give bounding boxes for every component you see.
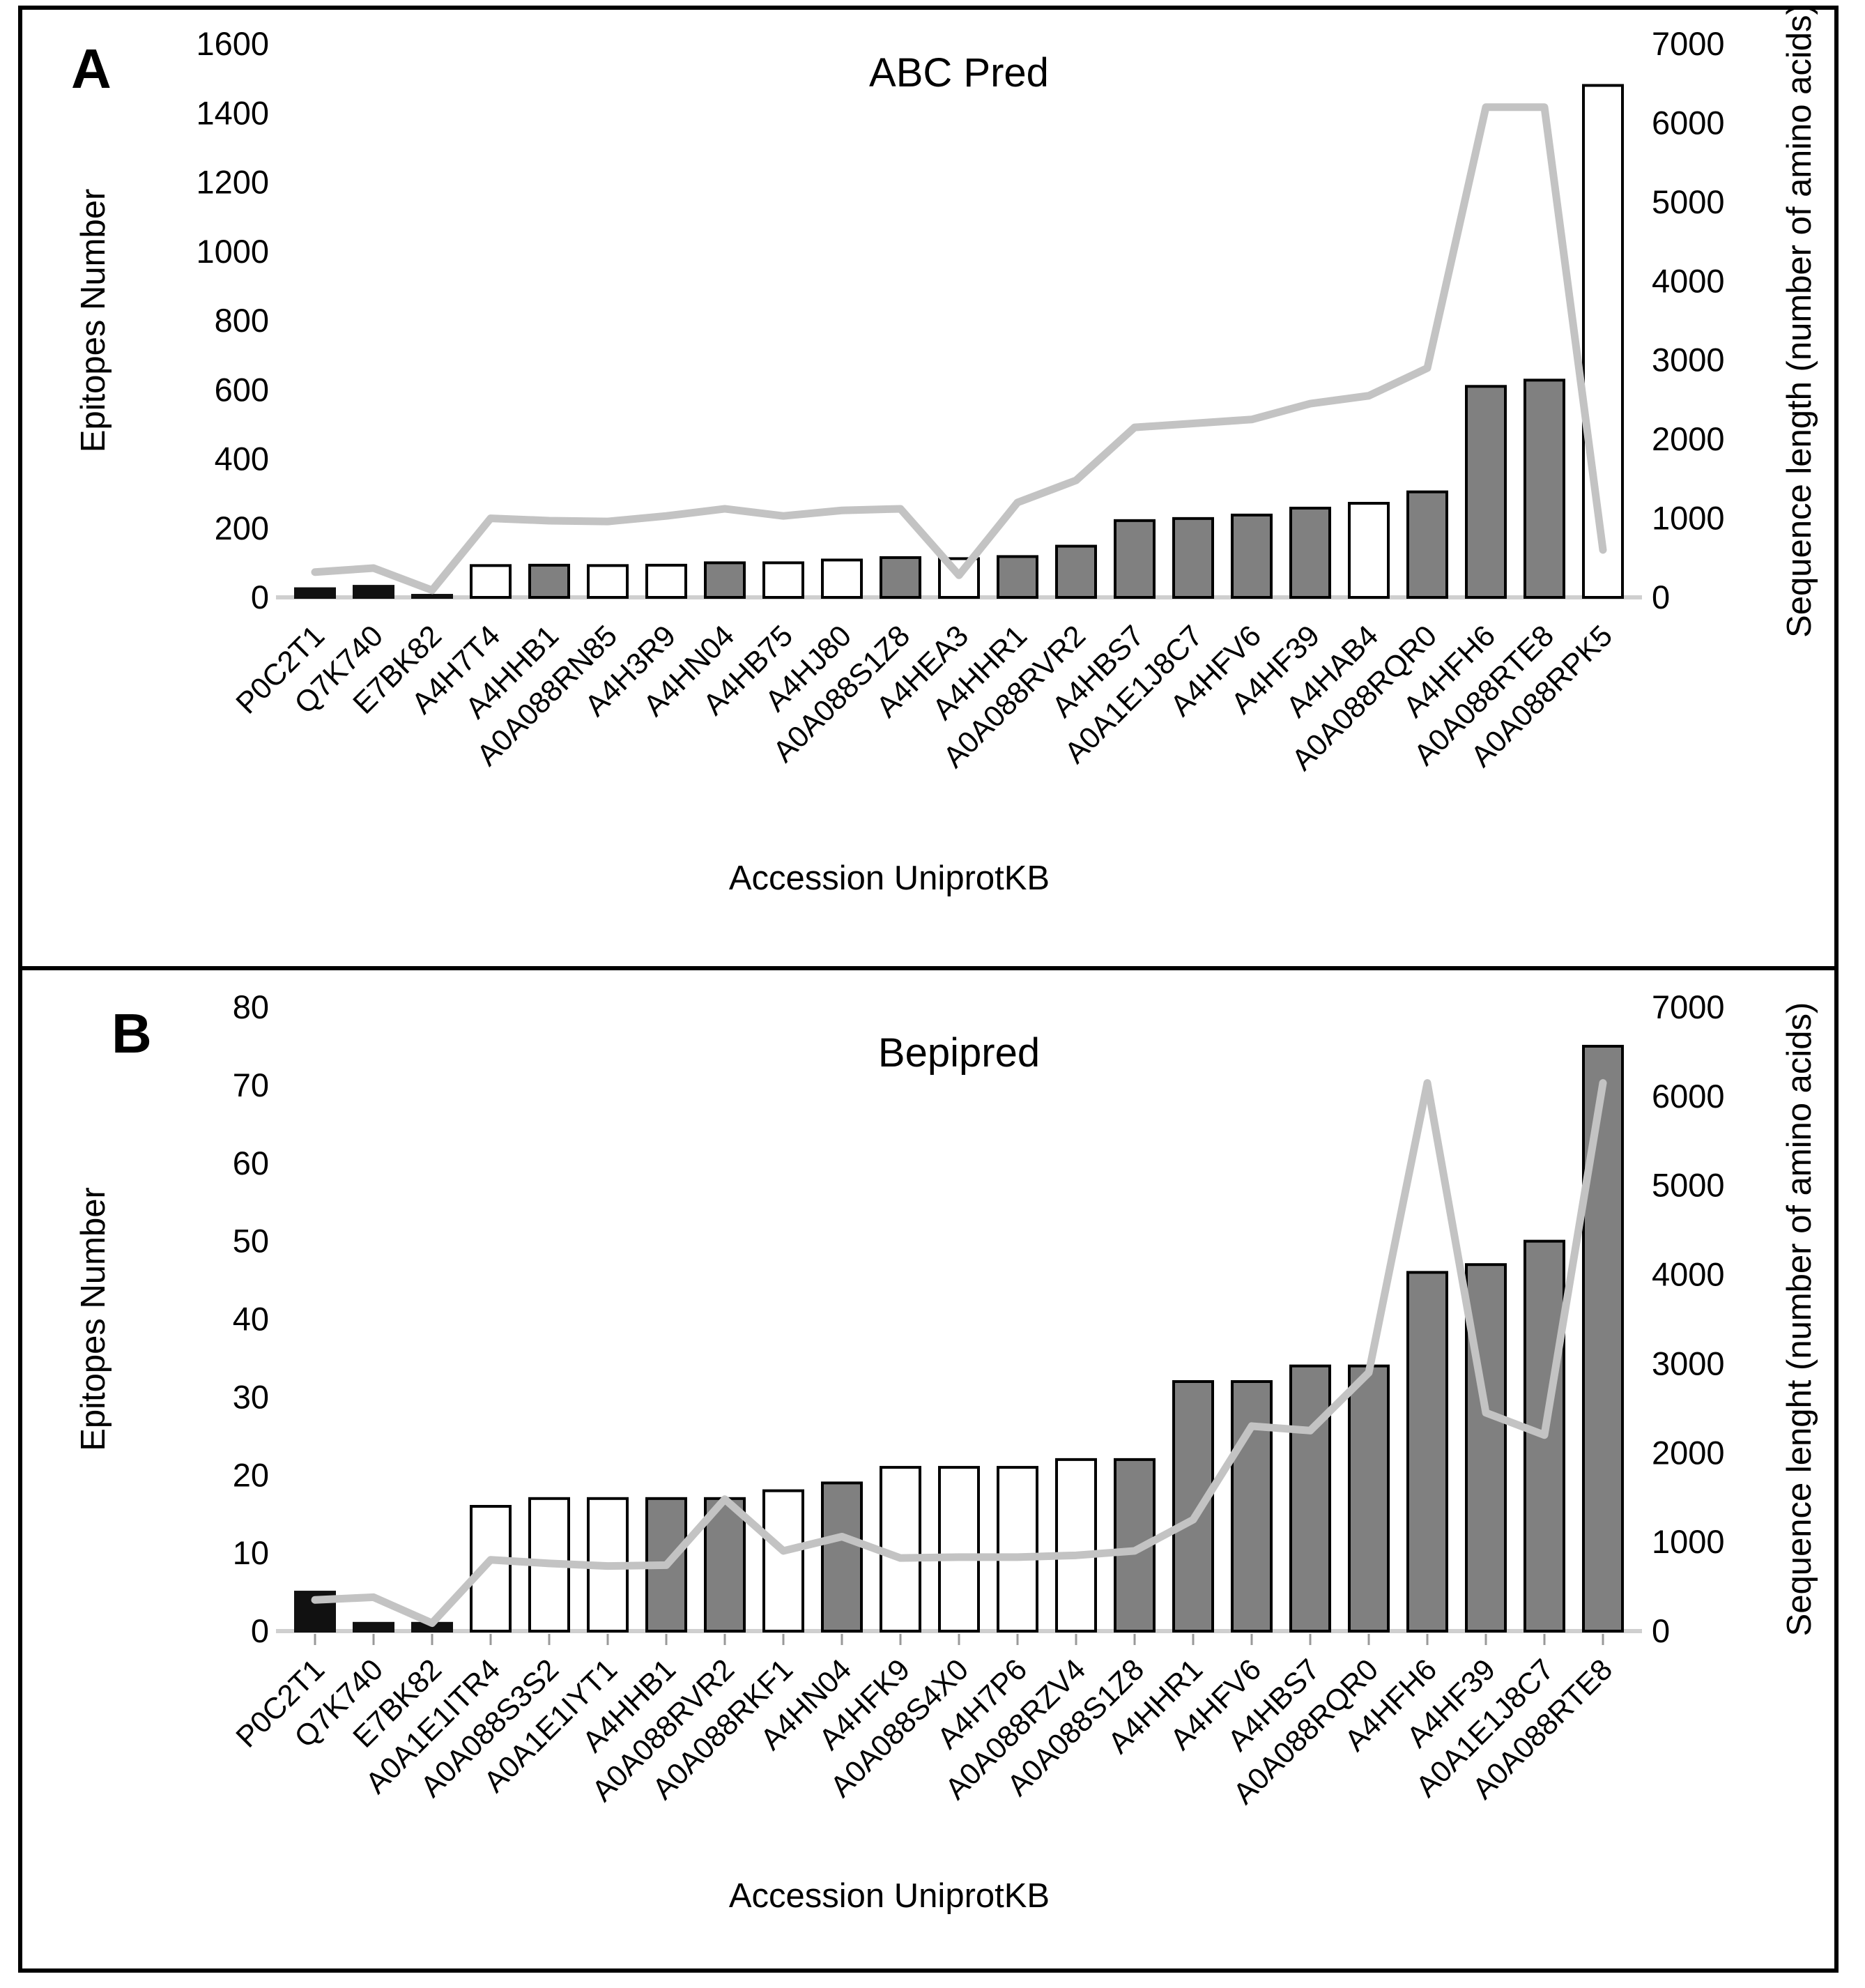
y-right-tick-label: 3000 [1652,342,1725,379]
y-right-tick-label: 5000 [1652,183,1725,220]
bar-A0A1E1ITR4 [470,1505,512,1633]
chart-title: ABC Pred [869,50,1049,95]
y-right-tick-label: 7000 [1652,25,1725,62]
y-left-tick-label: 80 [233,988,269,1025]
bar-E7BK82 [411,594,453,599]
bar-A4HN04 [821,1481,863,1633]
y-left-tick-label: 1600 [196,25,269,62]
y-right-axis-title: Sequence lenght (number of amino acids) [1781,1002,1818,1637]
y-left-tick-label: 40 [233,1301,269,1338]
bar-A4HBS7 [1114,519,1156,599]
y-left-tick-label: 70 [233,1066,269,1103]
panel-letter-b: B [112,1002,152,1064]
y-right-tick-label: 7000 [1652,988,1725,1025]
y-left-tick-label: 1400 [196,94,269,131]
y-right-tick-label: 1000 [1652,500,1725,537]
sequence-length-line [311,1079,1607,1627]
y-left-tick-label: 800 [215,302,269,339]
panel-divider [22,966,1834,970]
y-right-tick-label: 2000 [1652,420,1725,457]
panel-a: A ABC Pred 0 200 400 600 800 1000 1200 1400 1600 0 1… [22,10,1834,966]
bar-A0A088RZV4 [1055,1458,1097,1633]
bar-A0A088RTE8 [1582,1044,1624,1633]
y-left-tick-label: 400 [215,441,269,477]
panel-b-chart: B Bepipred 0 10 20 30 40 50 60 70 80 0 1000 2000 3000 4… [75,988,1818,1915]
y-left-axis-title: Epitopes Number [75,189,112,453]
bar-A0A088RPK5 [1582,84,1624,599]
bar-A0A088RKF1 [762,1489,804,1633]
y-left-tick-label: 50 [233,1223,269,1260]
figure-frame: A ABC Pred 0 200 400 600 800 1000 1200 1400 1600 0 1… [18,6,1839,1973]
y-left-tick-label: 30 [233,1378,269,1415]
chart-title: Bepipred [878,1030,1040,1076]
bar-A4HAB4 [1348,502,1390,599]
bar-A4H7T4 [470,564,512,599]
y-left-tick-label: 600 [215,371,269,408]
y-right-tick-label: 4000 [1652,262,1725,299]
bar-A4HB75 [762,561,804,599]
y-right-tick-label: 6000 [1652,104,1725,141]
bar-Q7K740 [353,1621,394,1633]
bar-A0A088RN85 [587,564,629,599]
bar-A4H7P6 [997,1466,1038,1633]
y-right-tick-label: 1000 [1652,1523,1725,1560]
bar-A4HFH6 [1406,1271,1448,1633]
panel-letter-a: A [71,38,112,100]
y-right-tick-label: 4000 [1652,1256,1725,1293]
bar-A4HHR1 [1172,1380,1214,1633]
y-right-tick-label: 3000 [1652,1345,1725,1382]
bar-A0A088RVR2 [1055,544,1097,599]
y-left-tick-label: 20 [233,1456,269,1493]
y-left-tick-label: 60 [233,1145,269,1182]
bar-A4HFV6 [1231,1380,1273,1633]
bar-A4HN04 [704,561,746,599]
bar-A4HF39 [1289,506,1331,599]
bar-A0A088S4X0 [938,1466,980,1633]
y-left-tick-label: 200 [215,510,269,546]
bar-A4HHR1 [997,555,1038,599]
y-right-tick-label: 0 [1652,579,1670,615]
bar-Q7K740 [353,585,394,599]
bar-A0A088RQR0 [1348,1364,1390,1633]
y-right-tick-label: 6000 [1652,1078,1725,1115]
bar-A4HHB1 [528,563,570,599]
y-left-tick-label: 0 [251,579,269,615]
y-left-tick-label: 0 [251,1612,269,1649]
bar-A4HFV6 [1231,513,1273,599]
bar-A4HFH6 [1465,385,1507,599]
y-left-tick-label: 10 [233,1534,269,1571]
y-left-tick-label: 1000 [196,233,269,270]
bar-A0A088RQR0 [1406,490,1448,599]
bar-A0A088RTE8 [1524,379,1565,599]
y-right-axis-title: Sequence length (number of amino acids) [1781,10,1818,638]
bar-A4HJ80 [821,558,863,599]
bar-A4HBS7 [1289,1364,1331,1633]
y-right-tick-label: 5000 [1652,1167,1725,1204]
x-axis-title: Accession UniprotKB [729,859,1050,897]
y-right-tick-label: 0 [1652,1612,1670,1649]
bar-A0A1E1J8C7 [1172,517,1214,599]
x-axis-title: Accession UniprotKB [729,1877,1050,1915]
bar-A4H3R9 [645,563,687,599]
panel-b: B Bepipred 0 10 20 30 40 50 60 70 80 0 1000 2000 3000 4… [22,970,1834,1968]
bar-P0C2T1 [294,587,336,599]
panel-a-chart: A ABC Pred 0 200 400 600 800 1000 1200 1400 1600 0 1… [71,10,1818,897]
sequence-length-line [311,103,1607,595]
y-right-tick-label: 2000 [1652,1434,1725,1471]
y-left-axis-title: Epitopes Number [75,1187,112,1451]
y-left-tick-label: 1200 [196,164,269,201]
bar-A0A088RVR2 [704,1497,746,1633]
bar-A0A088S1Z8 [880,556,921,599]
bar-A4HF39 [1465,1263,1507,1633]
